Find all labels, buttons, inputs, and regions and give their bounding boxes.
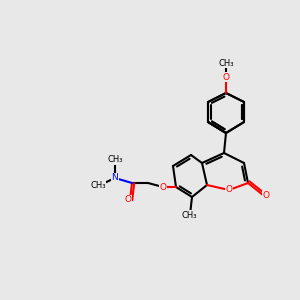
Text: N: N bbox=[112, 173, 118, 182]
Text: CH₃: CH₃ bbox=[90, 181, 106, 190]
Text: O: O bbox=[226, 185, 232, 194]
Text: O: O bbox=[124, 196, 131, 205]
Text: CH₃: CH₃ bbox=[181, 211, 197, 220]
Text: O: O bbox=[160, 182, 167, 191]
Text: CH₃: CH₃ bbox=[218, 58, 234, 68]
Text: CH₃: CH₃ bbox=[107, 155, 123, 164]
Text: O: O bbox=[223, 73, 230, 82]
Text: O: O bbox=[262, 190, 269, 200]
